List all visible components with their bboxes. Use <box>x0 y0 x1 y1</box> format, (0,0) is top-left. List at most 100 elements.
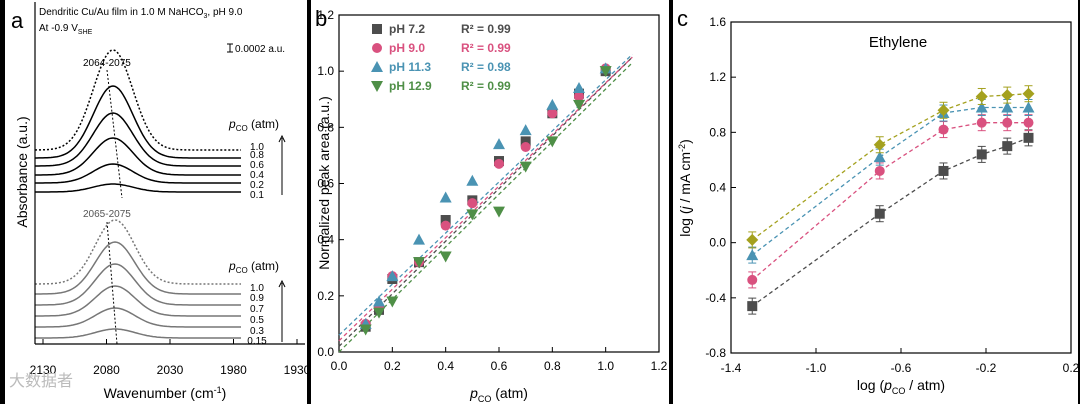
data-point <box>1002 141 1013 152</box>
data-point <box>439 191 452 203</box>
data-point <box>440 220 451 231</box>
bottom-pressure-labels: 1.00.90.70.50.30.15 <box>247 283 267 347</box>
data-point <box>493 206 505 218</box>
spectrum-curve <box>35 163 241 184</box>
panel-b-xlabel: pCO (atm) <box>469 385 528 404</box>
pressure-label: 0.7 <box>250 304 264 315</box>
panel-b-y-tick-label: 0.0 <box>317 345 334 359</box>
panel-c-ylabel: log (j / mA cm-2) <box>677 139 693 237</box>
data-point <box>1023 117 1034 128</box>
pressure-label: 0.4 <box>250 170 264 181</box>
data-point <box>519 161 532 173</box>
panel-c-label: c <box>677 6 688 31</box>
panel-a-label: a <box>11 8 24 33</box>
top-pressure-labels: 1.00.80.60.40.20.1 <box>250 142 264 201</box>
data-point <box>373 295 385 307</box>
pressure-label: 1.0 <box>250 142 264 153</box>
panel-a-x-tick-label: 1980 <box>220 363 247 377</box>
panel-b-label: b <box>315 6 327 31</box>
data-point <box>439 251 452 263</box>
bottom-pco-arrow-head <box>278 279 286 288</box>
legend-series-name: pH 7.2 <box>389 22 425 36</box>
panel-a-ylabel: Absorbance (a.u.) <box>14 116 30 227</box>
legend-marker <box>372 43 382 53</box>
spectrum-curve <box>35 263 241 306</box>
panel-c-y-tick-label: -0.8 <box>705 346 726 360</box>
panel-b-x-tick-label: 0.2 <box>384 359 401 373</box>
pressure-label: 0.1 <box>250 190 264 201</box>
data-point <box>746 233 759 246</box>
series-line <box>751 93 1029 241</box>
data-point <box>873 151 886 163</box>
pressure-label: 1.0 <box>250 283 264 294</box>
panel-b-y-tick-label: 0.2 <box>317 289 334 303</box>
data-point <box>1022 87 1035 100</box>
data-point <box>976 117 987 128</box>
legend-r2: R² = 0.98 <box>461 60 511 74</box>
scale-bar-label: 0.0002 a.u. <box>235 44 285 55</box>
pressure-label: 0.5 <box>250 315 264 326</box>
data-point <box>573 82 585 94</box>
data-point <box>938 165 949 176</box>
series-line <box>751 137 1029 307</box>
top-peak-guide-line <box>106 69 123 199</box>
legend-r2: R² = 0.99 <box>461 41 511 55</box>
data-point <box>975 101 988 113</box>
data-point <box>746 249 759 261</box>
data-point <box>976 149 987 160</box>
data-point <box>599 66 612 78</box>
data-point <box>874 165 885 176</box>
data-point <box>546 136 559 148</box>
panel-a-x-tick-label: 1930 <box>284 363 307 377</box>
data-point <box>386 296 399 308</box>
pressure-label: 0.15 <box>247 336 267 347</box>
spectrum-curve <box>35 307 241 328</box>
top-peak-label: 2064-2075 <box>83 58 131 69</box>
panel-c-y-tick-label: -0.4 <box>705 291 726 305</box>
panel-a: 2130 2080 2030 1980 1930 a Dendritic Cu/Au f… <box>5 0 311 404</box>
panel-c-y-tick-label: 1.6 <box>709 15 726 29</box>
panel-a-title-line1: Dendritic Cu/Au film in 1.0 M NaHCO3, pH… <box>39 7 243 20</box>
legend-series-name: pH 12.9 <box>389 79 432 93</box>
spectrum-curve <box>34 49 241 151</box>
data-point <box>413 257 425 269</box>
data-point <box>547 108 558 119</box>
legend-r2: R² = 0.99 <box>461 22 511 36</box>
panel-b-points <box>359 62 612 336</box>
spectrum-curve <box>35 219 241 285</box>
panel-b-ylabel: Normalized peak area (a.u.) <box>316 96 332 270</box>
panel-c-x-tick-label: -1.0 <box>806 361 827 375</box>
data-point <box>519 124 532 136</box>
data-point <box>520 136 531 147</box>
panel-c-series <box>746 85 1035 315</box>
data-point <box>937 104 950 117</box>
data-point <box>1023 132 1034 143</box>
panel-a-title-line2: At -0.9 VSHE <box>39 23 93 36</box>
spectrum-curve <box>35 328 241 339</box>
panel-a-x-tick-label: 2030 <box>157 363 184 377</box>
series-line <box>751 122 1029 281</box>
pressure-label: 0.6 <box>250 160 264 171</box>
spectrum-curve <box>35 112 241 167</box>
data-point <box>938 124 949 135</box>
legend-series-name: pH 11.3 <box>389 60 431 74</box>
spectrum-curve <box>35 137 241 176</box>
panel-c-y-tick-label: 0.4 <box>709 181 726 195</box>
data-point <box>493 138 505 150</box>
panel-c-y-tick-label: 1.2 <box>709 70 726 84</box>
data-point <box>373 307 385 319</box>
bottom-pco-label: pCO (atm) <box>228 259 279 275</box>
legend-r2: R² = 0.99 <box>461 79 511 93</box>
spectrum-curve <box>35 285 241 317</box>
data-point <box>466 209 479 221</box>
data-point <box>466 174 479 186</box>
panel-b-x-tick-label: 0.4 <box>437 359 454 373</box>
panel-b-y-tick-label: 0.6 <box>317 177 334 191</box>
data-point <box>1001 101 1014 113</box>
data-point <box>546 98 559 110</box>
panel-b-x-tick-label: 1.0 <box>597 359 614 373</box>
data-point <box>1001 89 1014 102</box>
pressure-label: 0.3 <box>250 326 264 337</box>
panel-b-y-tick-label: 1.2 <box>317 8 334 22</box>
data-point <box>413 233 425 245</box>
